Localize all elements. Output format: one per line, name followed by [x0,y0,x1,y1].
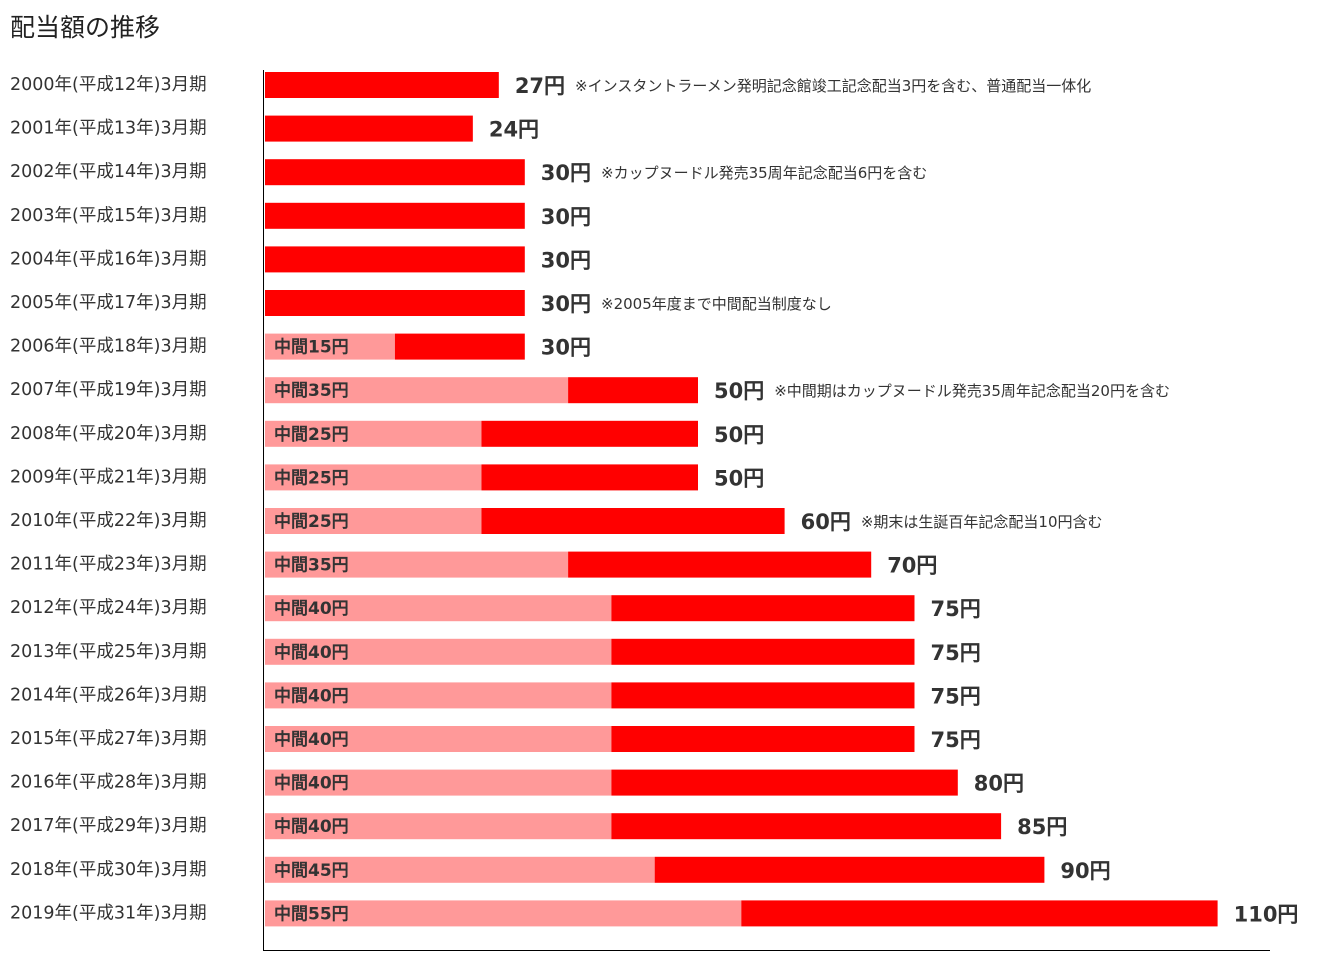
total-value-label: 50円 [714,466,764,490]
interim-label: 中間35円 [274,555,349,576]
category-label: 2003年(平成15年)3月期 [10,206,207,226]
category-label: 2017年(平成29年)3月期 [10,816,207,836]
category-label: 2018年(平成30年)3月期 [10,860,207,880]
note-label: ※カップヌードル発売35周年記念配当6円を含む [601,164,927,182]
total-value-label: 30円 [541,336,591,360]
chart-title: 配当額の推移 [10,13,161,42]
bar-year-end [611,682,915,709]
bar-year-end [265,115,473,142]
total-value-label: 90円 [1060,859,1110,883]
category-label: 2000年(平成12年)3月期 [10,75,207,95]
category-label: 2015年(平成27年)3月期 [10,729,207,749]
bar-interim [265,595,612,622]
bar-year-end [611,813,1002,840]
interim-label: 中間55円 [274,903,349,924]
interim-label: 中間40円 [274,773,349,794]
interim-label: 中間40円 [274,729,349,750]
total-value-label: 70円 [887,554,937,578]
bars-layer [265,72,1218,927]
bar-year-end [611,638,915,665]
total-value-label: 60円 [801,510,851,534]
total-value-label: 75円 [931,684,981,708]
note-label: ※中間期はカップヌードル発売35周年記念配当20円を含む [774,382,1170,400]
bar-interim [265,769,612,796]
total-value-label: 30円 [541,248,591,272]
total-value-label: 75円 [931,728,981,752]
interim-label: 中間40円 [274,642,349,663]
total-value-label: 30円 [541,292,591,316]
total-value-label: 30円 [541,161,591,185]
category-label: 2016年(平成28年)3月期 [10,773,207,793]
bar-year-end [611,769,958,796]
category-label: 2008年(平成20年)3月期 [10,424,207,444]
note-label: ※2005年度まで中間配当制度なし [601,295,832,313]
total-value-label: 27円 [515,74,565,98]
bar-year-end [568,551,872,578]
note-label: ※期末は生誕百年記念配当10円含む [861,513,1103,531]
category-label: 2019年(平成31年)3月期 [10,903,207,923]
total-value-label: 80円 [974,772,1024,796]
interim-label: 中間45円 [274,860,349,881]
total-value-label: 85円 [1017,815,1067,839]
interim-label: 中間35円 [274,380,349,401]
bar-year-end [265,159,525,186]
bar-year-end [394,333,525,360]
bar-interim [265,551,569,578]
bar-year-end [265,246,525,273]
bar-interim [265,333,395,360]
total-value-label: 50円 [714,379,764,403]
labels-layer: 2000年(平成12年)3月期 27円 ※インスタントラーメン発明記念館竣工記念配当… [10,74,1298,926]
interim-label: 中間40円 [274,598,349,619]
bar-year-end [654,856,1045,883]
interim-label: 中間15円 [274,337,349,358]
category-label: 2014年(平成26年)3月期 [10,685,207,705]
bar-interim [265,813,612,840]
total-value-label: 75円 [931,597,981,621]
bar-interim [265,420,482,447]
category-label: 2002年(平成14年)3月期 [10,162,207,182]
total-value-label: 50円 [714,423,764,447]
bar-interim [265,726,612,752]
category-label: 2006年(平成18年)3月期 [10,337,207,357]
category-label: 2010年(平成22年)3月期 [10,511,207,531]
interim-label: 中間25円 [274,424,349,445]
total-value-label: 110円 [1234,902,1299,926]
interim-label: 中間25円 [274,511,349,532]
bar-year-end [611,726,915,752]
bar-year-end [265,72,499,98]
total-value-label: 75円 [931,641,981,665]
bar-year-end [481,420,698,447]
total-value-label: 30円 [541,205,591,229]
category-label: 2012年(平成24年)3月期 [10,598,207,618]
bar-interim [265,508,482,534]
bar-year-end [611,595,915,622]
note-label: ※インスタントラーメン発明記念館竣工記念配当3円を含む、普通配当一体化 [575,77,1091,95]
bar-year-end [481,464,698,491]
category-label: 2007年(平成19年)3月期 [10,380,207,400]
interim-label: 中間25円 [274,467,349,488]
category-label: 2004年(平成16年)3月期 [10,249,207,269]
bar-year-end [265,290,525,316]
category-label: 2011年(平成23年)3月期 [10,555,207,575]
interim-label: 中間40円 [274,816,349,837]
bar-interim [265,682,612,709]
category-label: 2013年(平成25年)3月期 [10,642,207,662]
bar-interim [265,377,569,404]
category-label: 2009年(平成21年)3月期 [10,467,207,487]
bar-year-end [568,377,698,404]
bar-year-end [481,508,785,534]
bar-year-end [265,202,525,229]
bar-interim [265,900,742,927]
interim-label: 中間40円 [274,685,349,706]
bar-interim [265,464,482,491]
bar-interim [265,856,655,883]
category-label: 2001年(平成13年)3月期 [10,119,207,139]
bar-year-end [741,900,1218,927]
category-label: 2005年(平成17年)3月期 [10,293,207,313]
total-value-label: 24円 [489,118,539,142]
bar-interim [265,638,612,665]
